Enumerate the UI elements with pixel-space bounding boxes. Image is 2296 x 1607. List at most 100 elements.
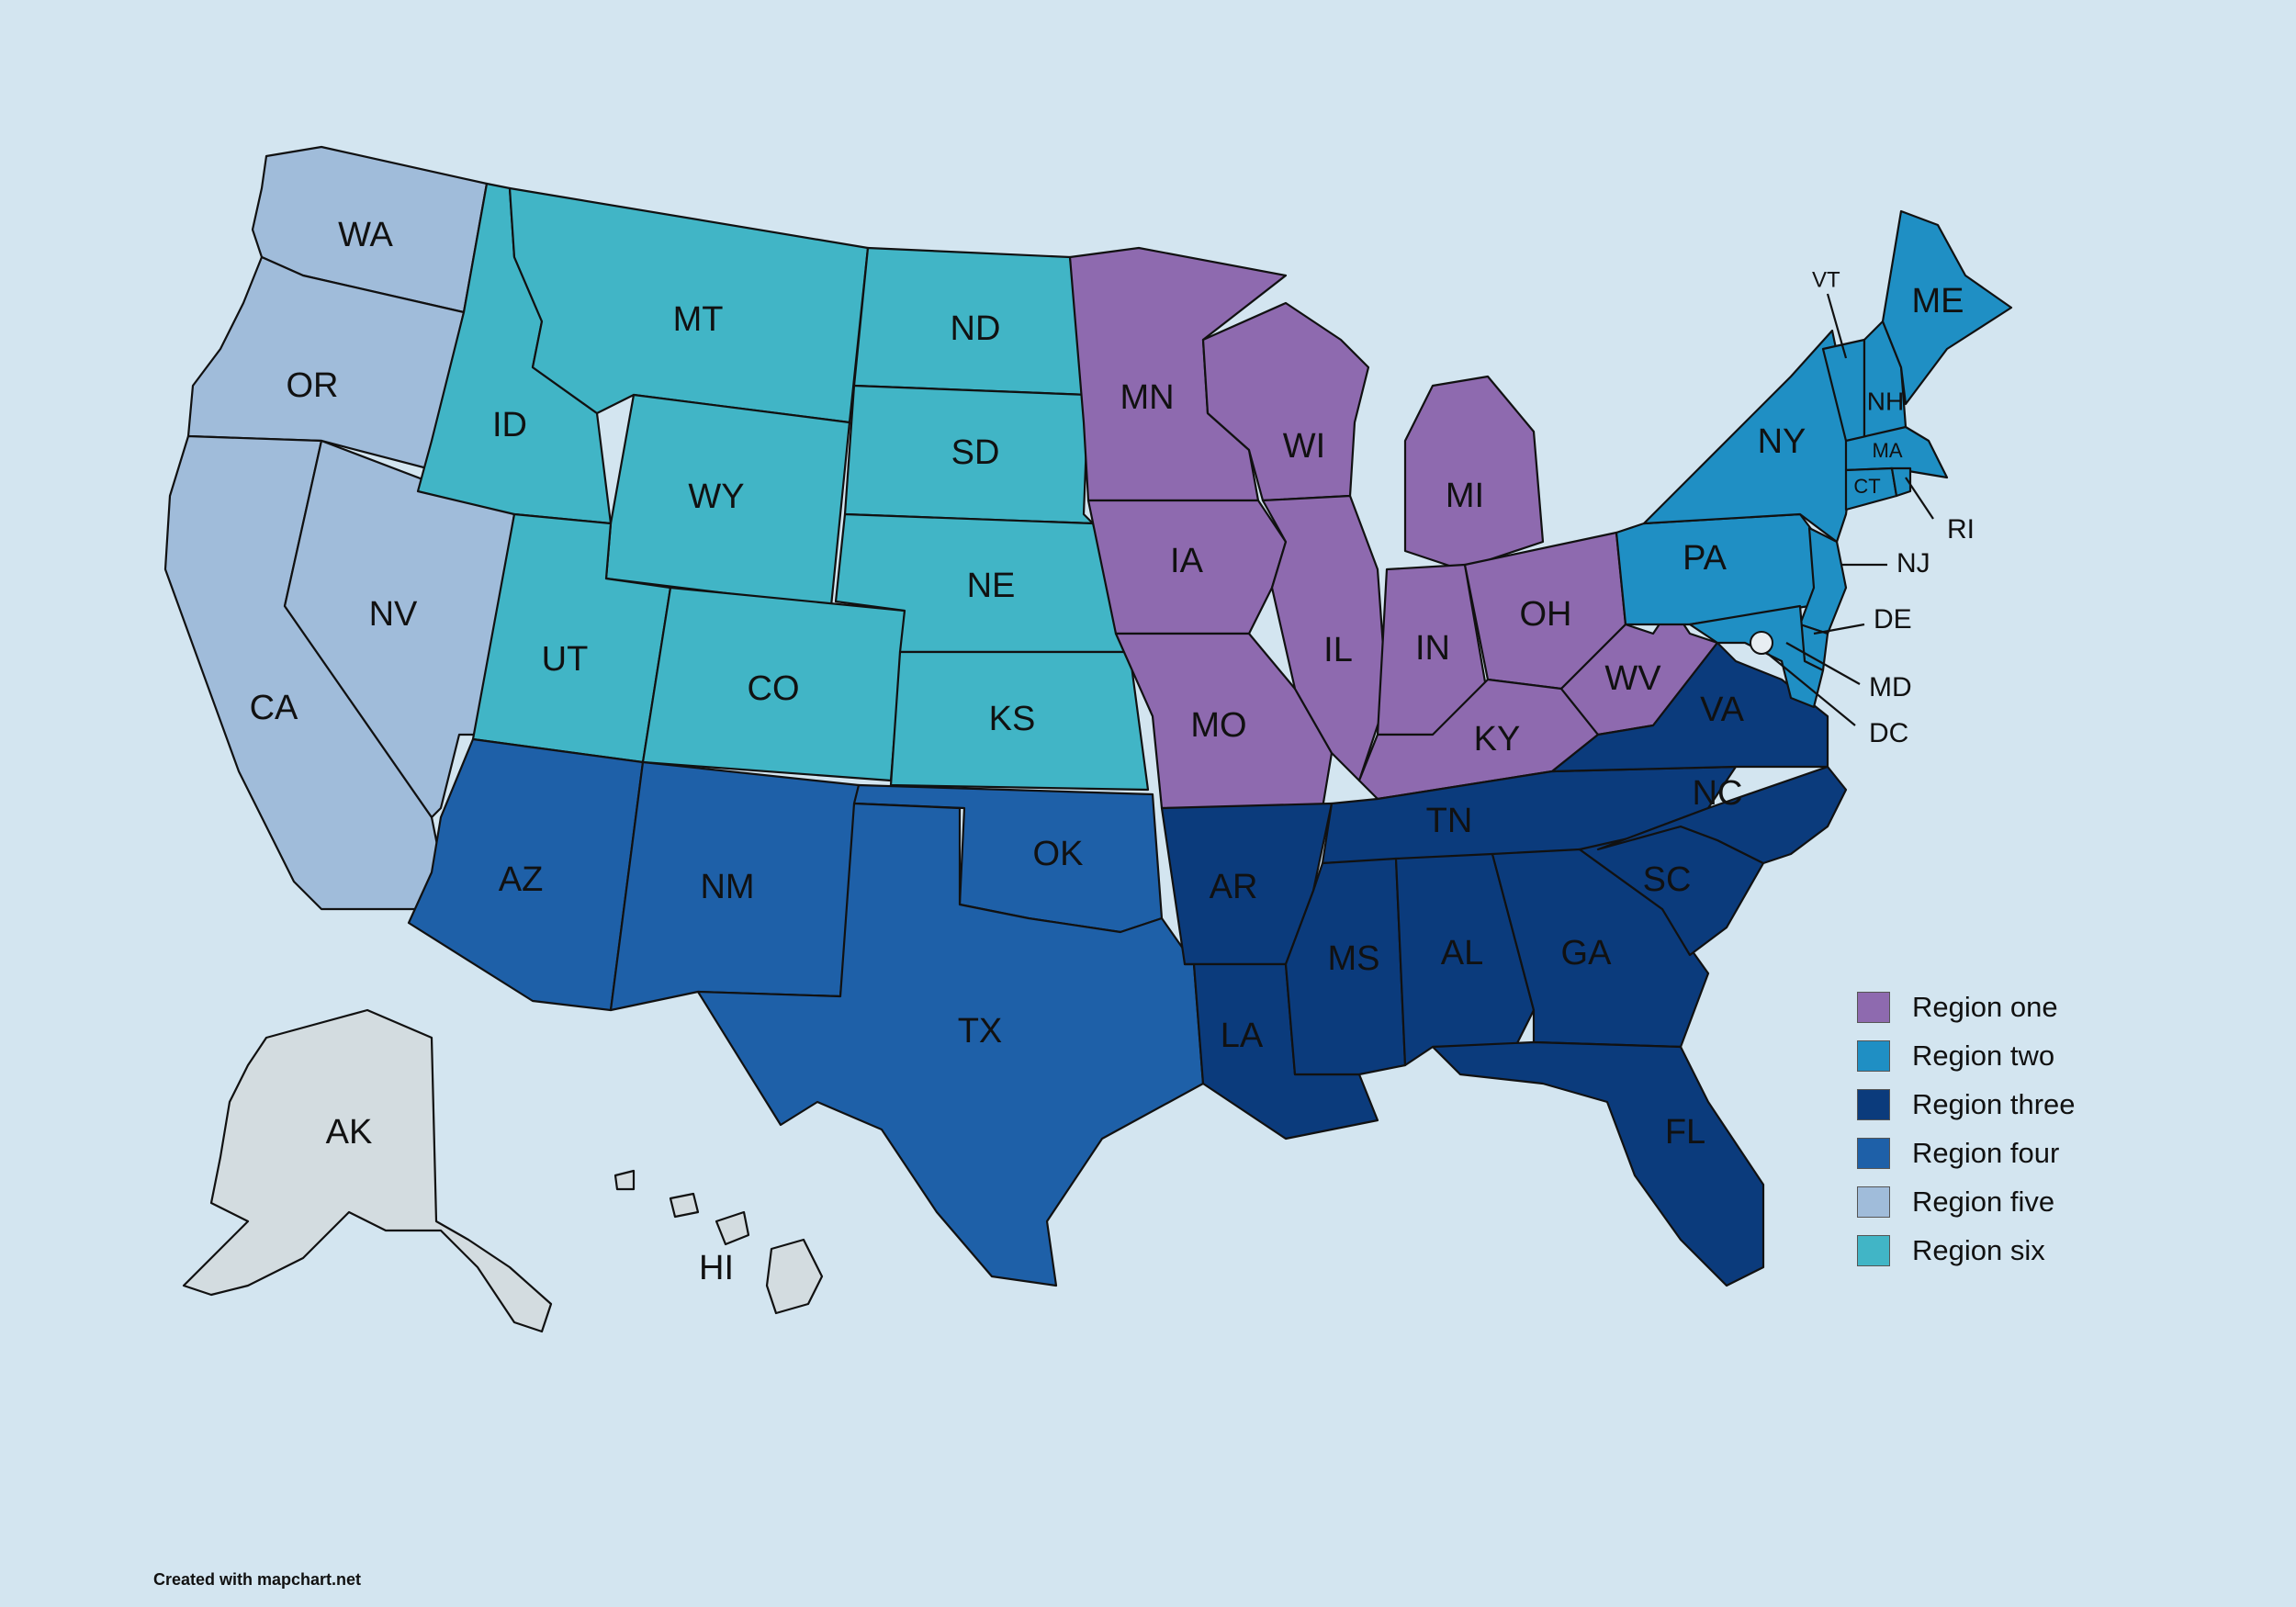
label-wa: WA — [338, 216, 393, 254]
dc-marker[interactable] — [1750, 631, 1773, 655]
label-pa: PA — [1683, 539, 1728, 578]
callout-line-md — [1785, 642, 1861, 685]
label-mi: MI — [1446, 477, 1484, 515]
label-ct: CT — [1853, 475, 1880, 498]
label-ne: NE — [967, 567, 1016, 605]
state-nh[interactable] — [1863, 320, 1908, 443]
label-ny: NY — [1758, 422, 1806, 461]
label-az: AZ — [499, 860, 544, 899]
region-one-states — [1068, 246, 1719, 810]
label-ms: MS — [1328, 939, 1380, 978]
state-tx[interactable] — [696, 802, 1205, 1287]
state-ny[interactable] — [1642, 329, 1857, 544]
label-wv: WV — [1604, 659, 1661, 698]
label-il: IL — [1323, 631, 1353, 669]
unassigned-states — [182, 1008, 824, 1333]
state-wi[interactable] — [1201, 301, 1370, 502]
state-nc[interactable] — [1596, 765, 1848, 865]
label-ak: AK — [326, 1113, 373, 1152]
legend-label: Region one — [1912, 990, 2058, 1023]
callout-line-de — [1813, 623, 1865, 635]
legend-swatch — [1857, 1039, 1890, 1072]
legend-swatch — [1857, 1088, 1890, 1120]
state-fl[interactable] — [1431, 1040, 1765, 1287]
state-hi-maui[interactable] — [715, 1210, 750, 1246]
label-ks: KS — [989, 700, 1036, 738]
legend-swatch — [1857, 1186, 1890, 1218]
label-al: AL — [1441, 934, 1483, 972]
legend-item-region-six: Region six — [1857, 1226, 2076, 1275]
legend-swatch — [1857, 1137, 1890, 1169]
region-three-states — [1160, 641, 1848, 1287]
state-ks[interactable] — [889, 650, 1150, 792]
label-mn: MN — [1120, 378, 1174, 417]
label-la: LA — [1221, 1017, 1264, 1055]
callout-label-dc: DC — [1869, 718, 1908, 748]
label-id: ID — [492, 406, 527, 444]
callout-line-vt — [1826, 293, 1848, 359]
label-nm: NM — [700, 868, 754, 906]
label-fl: FL — [1665, 1113, 1705, 1152]
label-wy: WY — [688, 478, 744, 516]
state-ri[interactable] — [1890, 466, 1912, 498]
legend: Region one Region two Region three Regio… — [1857, 983, 2076, 1275]
legend-item-region-two: Region two — [1857, 1031, 2076, 1080]
label-tn: TN — [1426, 802, 1473, 840]
label-wi: WI — [1283, 427, 1325, 466]
label-me: ME — [1912, 282, 1964, 320]
state-ak[interactable] — [182, 1008, 553, 1333]
callout-line-dc — [1767, 653, 1856, 726]
label-oh: OH — [1520, 595, 1572, 634]
legend-swatch — [1857, 991, 1890, 1023]
callout-label-vt: VT — [1812, 267, 1840, 292]
state-va[interactable] — [1550, 641, 1829, 773]
label-va: VA — [1700, 691, 1745, 729]
legend-item-region-five: Region five — [1857, 1177, 2076, 1226]
label-sc: SC — [1643, 860, 1692, 899]
state-mi[interactable] — [1403, 375, 1545, 571]
label-ca: CA — [250, 689, 298, 727]
region-six-states — [416, 182, 1150, 792]
state-me[interactable] — [1881, 209, 2013, 406]
legend-item-region-three: Region three — [1857, 1080, 2076, 1129]
callout-label-ri: RI — [1947, 514, 1975, 545]
label-nh: NH — [1867, 387, 1904, 415]
label-ma: MA — [1873, 439, 1903, 462]
region-two-states — [1615, 209, 2013, 709]
legend-label: Region two — [1912, 1039, 2055, 1072]
label-nv: NV — [369, 595, 418, 634]
label-hi: HI — [699, 1249, 734, 1287]
label-ky: KY — [1474, 720, 1521, 759]
state-labels: WA OR CA NV ID MT WY UT CO AZ NM ND SD N… — [250, 216, 1964, 1287]
legend-item-region-one: Region one — [1857, 983, 2076, 1031]
label-ia: IA — [1170, 542, 1204, 580]
callout-label-de: DE — [1874, 604, 1912, 635]
label-ar: AR — [1210, 868, 1258, 906]
state-md[interactable] — [1688, 604, 1825, 709]
state-hi-main[interactable] — [765, 1238, 824, 1315]
legend-label: Region five — [1912, 1185, 2055, 1218]
label-in: IN — [1415, 629, 1450, 668]
label-nd: ND — [951, 309, 1001, 348]
label-co: CO — [748, 669, 800, 708]
label-ok: OK — [1033, 835, 1084, 873]
state-mo[interactable] — [1114, 632, 1334, 810]
callouts: VT RI NJ DE MD DC — [1767, 267, 1975, 748]
legend-swatch — [1857, 1234, 1890, 1266]
callout-label-md: MD — [1869, 672, 1912, 702]
label-or: OR — [287, 366, 339, 405]
label-nc: NC — [1693, 774, 1743, 813]
callout-label-nj: NJ — [1896, 548, 1930, 579]
state-hi-kauai[interactable] — [613, 1169, 636, 1191]
legend-item-region-four: Region four — [1857, 1129, 2076, 1177]
legend-label: Region three — [1912, 1087, 2076, 1120]
state-hi-oahu[interactable] — [669, 1192, 700, 1219]
state-il[interactable] — [1261, 494, 1389, 782]
region-four-states — [407, 737, 1205, 1287]
legend-label: Region four — [1912, 1136, 2060, 1169]
state-sd[interactable] — [843, 384, 1095, 525]
label-tx: TX — [958, 1012, 1003, 1051]
callout-line-ri — [1905, 477, 1934, 520]
label-ut: UT — [542, 640, 589, 679]
